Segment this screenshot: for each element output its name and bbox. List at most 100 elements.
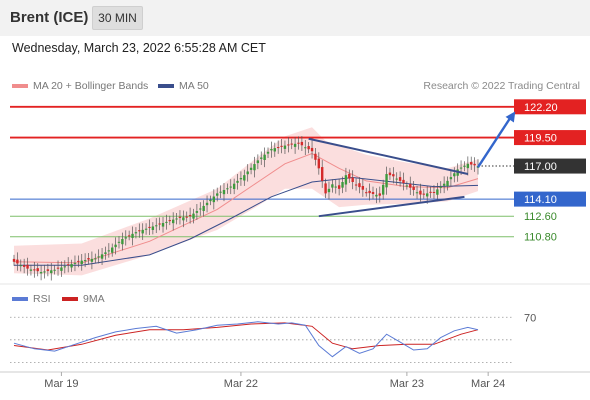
candle: [209, 195, 212, 206]
candle: [188, 207, 192, 224]
candle-body: [392, 174, 395, 177]
candle: [171, 212, 175, 231]
candle-body: [171, 219, 175, 224]
candle-body: [178, 216, 182, 218]
candle-body: [300, 141, 304, 146]
level-resistance-119-5-label: 119.50: [524, 133, 557, 145]
candle-body: [263, 154, 266, 161]
legend-swatch-bollinger: [12, 84, 28, 89]
candle-body: [63, 266, 67, 268]
candle: [124, 230, 127, 246]
legend-label-rsi: RSI: [33, 293, 51, 305]
legend-label-ma50: MA 50: [179, 80, 209, 92]
candle-body: [155, 225, 158, 227]
candle: [222, 182, 226, 202]
candle: [290, 138, 293, 150]
candle: [270, 141, 273, 158]
candle-body: [222, 189, 226, 195]
candle: [304, 139, 307, 156]
candle: [402, 172, 405, 191]
candle-body: [473, 163, 476, 166]
candle-body: [56, 267, 60, 269]
candle-body: [205, 202, 209, 206]
candle: [307, 142, 310, 154]
candle: [111, 243, 114, 257]
candle-body: [321, 167, 324, 181]
candle-body: [16, 259, 19, 264]
candle-body: [419, 190, 422, 195]
candle: [185, 211, 188, 222]
candle-body: [459, 167, 463, 169]
candle-body: [425, 193, 429, 197]
candle-body: [290, 143, 293, 145]
candle: [415, 185, 419, 199]
candle: [56, 260, 60, 276]
candle: [334, 179, 337, 194]
candle-body: [260, 157, 263, 159]
candle: [293, 136, 297, 154]
candle: [138, 223, 141, 238]
pattern-upper-trendline: [308, 137, 469, 176]
candle: [287, 137, 290, 153]
candle-body: [365, 192, 368, 194]
timeframe-button[interactable]: 30 MIN: [92, 6, 143, 30]
candle: [398, 171, 402, 187]
candle: [134, 227, 138, 239]
candle: [131, 226, 134, 246]
candle: [381, 179, 385, 200]
candle: [148, 219, 151, 235]
candle: [165, 214, 168, 230]
candle: [26, 257, 29, 276]
candle: [83, 253, 87, 268]
candle-body: [229, 186, 232, 188]
candle-body: [415, 192, 419, 194]
instrument-title: Brent (ICE): [10, 9, 89, 26]
candle-body: [127, 235, 131, 237]
level-resistance-122-2-tag: [514, 99, 586, 115]
candle-body: [66, 264, 70, 266]
candle: [29, 264, 33, 276]
candle-body: [50, 270, 53, 274]
x-tick-label: Mar 23: [390, 378, 424, 390]
candle: [463, 161, 466, 172]
legend-label-9ma: 9MA: [83, 293, 105, 305]
candle: [249, 163, 253, 175]
candle-body: [307, 146, 310, 150]
candle: [216, 187, 219, 202]
candle: [151, 222, 155, 235]
candle-body: [304, 147, 307, 149]
candle-body: [60, 267, 63, 271]
candle-body: [266, 151, 270, 154]
candle-body: [219, 191, 222, 193]
candle-body: [141, 229, 144, 234]
candle: [253, 156, 256, 178]
candle-body: [256, 160, 260, 164]
candle-body: [134, 232, 138, 234]
candle: [419, 183, 422, 202]
candle-body: [348, 173, 351, 179]
candle: [324, 178, 327, 199]
candle-body: [280, 145, 283, 147]
candle: [80, 254, 83, 271]
candle-body: [199, 208, 202, 210]
candle-body: [412, 186, 415, 190]
candle-body: [378, 193, 381, 196]
x-tick-label: Mar 24: [471, 378, 505, 390]
candle: [327, 181, 331, 200]
candle-body: [381, 184, 385, 195]
candle: [182, 210, 185, 228]
candle-body: [232, 183, 236, 190]
candle-body: [337, 185, 341, 189]
candle: [432, 185, 436, 200]
candle-body: [117, 241, 121, 243]
candle: [107, 243, 111, 258]
candle-body: [446, 180, 449, 187]
candle: [22, 258, 26, 274]
rsi-level-label: 70: [524, 312, 536, 324]
candle: [226, 183, 229, 194]
candle-body: [12, 258, 16, 262]
candle-body: [216, 193, 219, 196]
candle: [33, 261, 36, 278]
candle: [378, 186, 381, 203]
